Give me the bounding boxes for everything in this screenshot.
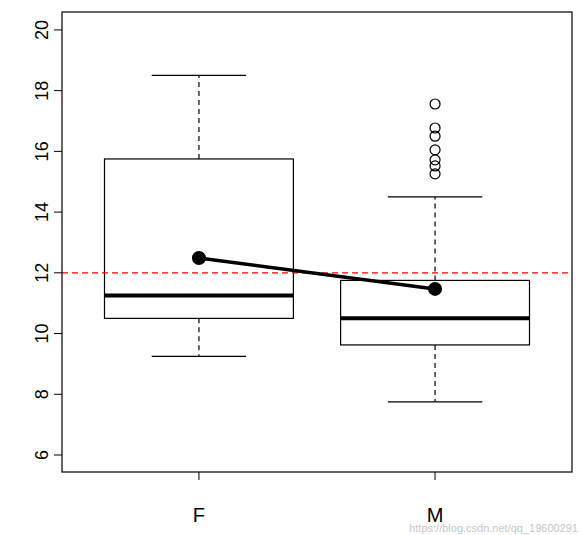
box bbox=[341, 280, 530, 345]
y-tick bbox=[54, 90, 62, 91]
y-tick-label: 10 bbox=[32, 324, 52, 344]
whisker-cap bbox=[152, 75, 246, 76]
y-tick-label: 18 bbox=[32, 81, 52, 101]
upper-whisker bbox=[198, 75, 199, 158]
median bbox=[341, 316, 530, 320]
x-tick-label: F bbox=[193, 504, 205, 526]
y-tick bbox=[54, 272, 62, 273]
lower-whisker bbox=[198, 318, 199, 356]
chart: 68101214161820FMhttps://blog.csdn.net/qq… bbox=[0, 0, 582, 535]
y-tick-label: 6 bbox=[32, 450, 52, 460]
y-tick-label: 20 bbox=[32, 20, 52, 40]
median bbox=[105, 294, 294, 298]
lower-whisker bbox=[434, 345, 435, 402]
y-tick bbox=[54, 151, 62, 152]
mean-point bbox=[428, 282, 442, 296]
y-tick bbox=[54, 333, 62, 334]
outlier bbox=[430, 169, 440, 179]
y-tick bbox=[54, 394, 62, 395]
mean-point bbox=[192, 251, 206, 265]
mean-line bbox=[199, 258, 435, 289]
outlier bbox=[430, 161, 440, 171]
y-tick bbox=[54, 212, 62, 213]
x-tick bbox=[198, 472, 199, 480]
y-tick bbox=[54, 29, 62, 30]
outlier bbox=[430, 155, 440, 165]
whisker-cap bbox=[388, 401, 482, 402]
whisker-cap bbox=[388, 196, 482, 197]
y-tick-label: 8 bbox=[32, 389, 52, 399]
outlier bbox=[430, 145, 440, 155]
box bbox=[105, 159, 294, 318]
upper-whisker bbox=[434, 197, 435, 280]
y-tick-label: 16 bbox=[32, 141, 52, 161]
y-tick-label: 14 bbox=[32, 202, 52, 222]
y-tick-label: 12 bbox=[32, 263, 52, 283]
plot-frame bbox=[62, 12, 572, 472]
outlier bbox=[430, 123, 440, 133]
y-tick bbox=[54, 454, 62, 455]
outlier bbox=[430, 99, 440, 109]
watermark: https://blog.csdn.net/qq_19600291 bbox=[409, 522, 578, 534]
x-tick bbox=[435, 472, 436, 480]
plot-area bbox=[62, 75, 572, 401]
whisker-cap bbox=[152, 356, 246, 357]
